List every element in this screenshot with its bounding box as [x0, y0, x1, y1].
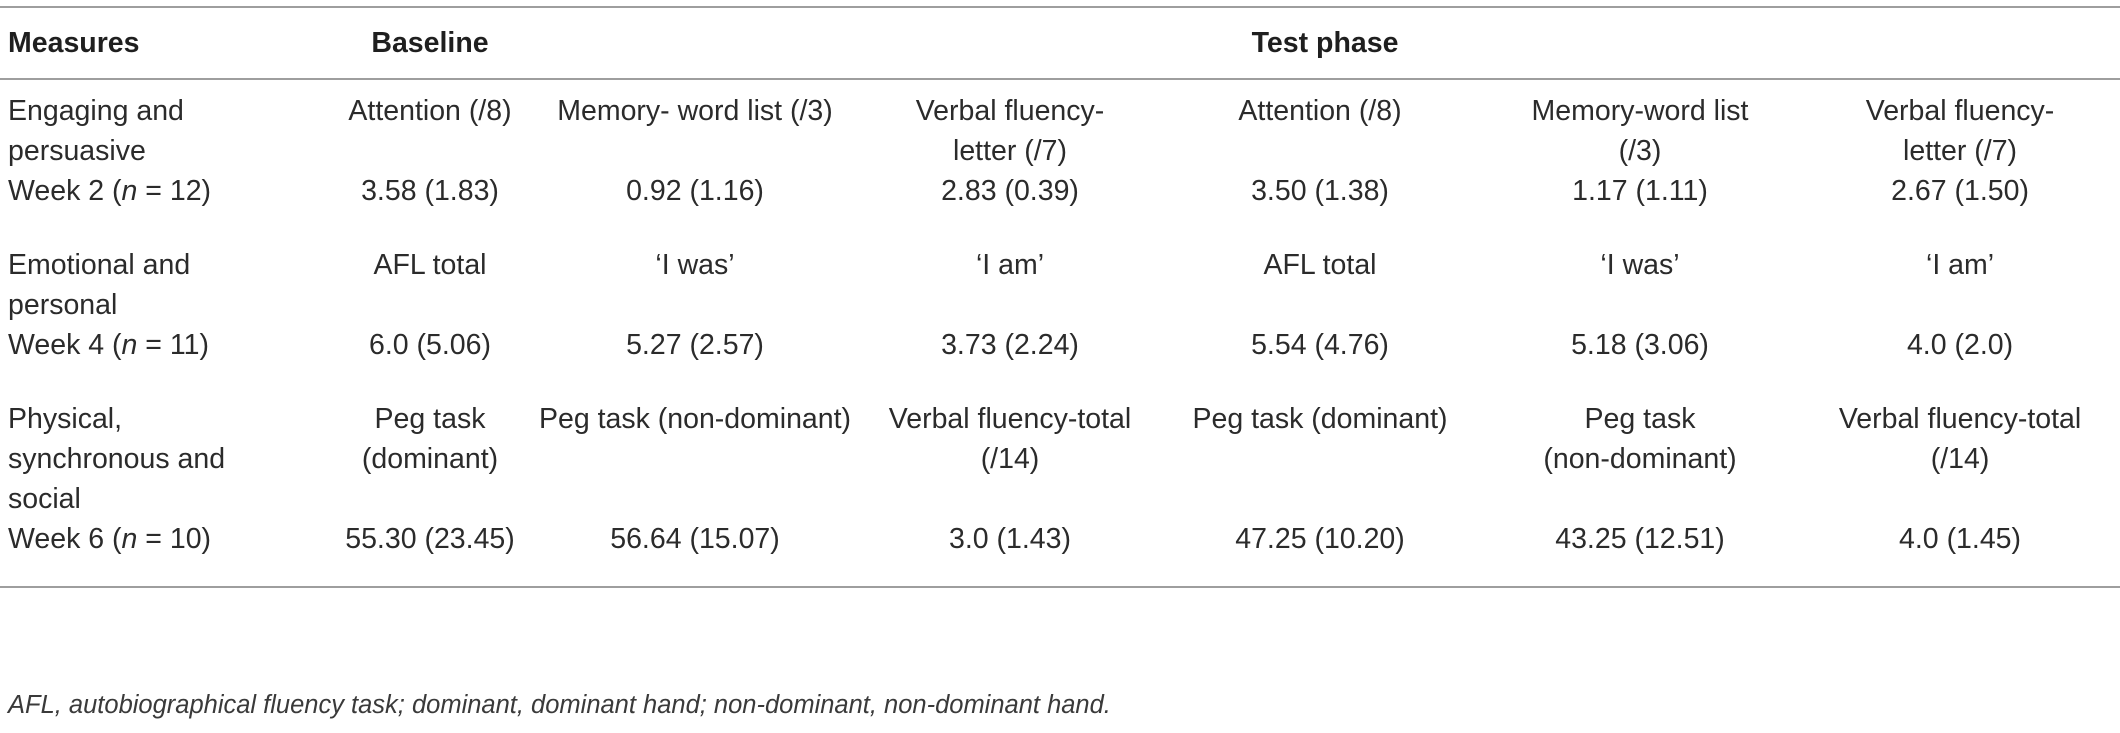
value-cell: 3.0 (1.43): [949, 523, 1071, 555]
measure-name-cell: Peg task (non-dominant): [1480, 399, 1800, 519]
week-label-prefix: Week 2 (: [8, 175, 122, 207]
measure-name-line: letter (/7): [952, 135, 1068, 167]
measure-name-line: ‘I am’: [1925, 249, 1995, 281]
measure-name-cell: Verbal fluency-total (/14): [860, 399, 1160, 519]
week-label-n: n: [121, 329, 138, 361]
header-measures: Measures: [8, 27, 140, 59]
header-baseline: Baseline: [371, 27, 489, 59]
table-row: Week 6 (n = 10) 55.30 (23.45) 56.64 (15.07…: [0, 519, 2120, 587]
value-cell: 2.67 (1.50): [1891, 175, 2029, 207]
week-label-prefix: Week 4 (: [8, 329, 122, 361]
measure-name-cell: Verbal fluency-total (/14): [1800, 399, 2120, 519]
week-label-prefix: Week 6 (: [8, 523, 122, 555]
measure-name-line: Verbal fluency-: [915, 95, 1105, 127]
measure-name-line: Peg task (dominant): [361, 403, 499, 475]
week-label: Week 2 (n = 12): [0, 171, 330, 245]
measure-name-cell: Verbal fluency-letter (/7): [1800, 79, 2120, 171]
condition-label-line: Emotional and: [8, 249, 191, 281]
condition-label-line: persuasive: [8, 135, 146, 167]
value-cell: 0.92 (1.16): [626, 175, 764, 207]
value-cell: 47.25 (10.20): [1235, 523, 1405, 555]
value-cell: 4.0 (1.45): [1899, 523, 2022, 555]
week-label: Week 4 (n = 11): [0, 325, 330, 399]
header-row: Measures Baseline Test phase: [0, 7, 2120, 79]
measure-name-line: Peg task: [1584, 403, 1696, 435]
value-cell: 3.50 (1.38): [1251, 175, 1389, 207]
value-cell: 3.58 (1.83): [361, 175, 499, 207]
value-cell: 2.83 (0.39): [941, 175, 1079, 207]
week-label-n: n: [121, 523, 138, 555]
measure-name-line: (/14): [1930, 443, 1990, 475]
results-table: Measures Baseline Test phase Engaging an…: [0, 6, 2120, 588]
value-cell: 5.18 (3.06): [1571, 329, 1709, 361]
week-label: Week 6 (n = 10): [0, 519, 330, 587]
measure-name-line: Peg task (non-dominant): [538, 403, 852, 435]
condition-label-line: social: [8, 483, 81, 515]
table-row: Week 4 (n = 11) 6.0 (5.06) 5.27 (2.57) 3.73…: [0, 325, 2120, 399]
measure-name-line: AFL total: [373, 249, 487, 281]
measure-name-line: Memory-word list: [1531, 95, 1749, 127]
value-cell: 43.25 (12.51): [1555, 523, 1725, 555]
table-footnote: AFL, autobiographical fluency task; domi…: [8, 691, 1111, 719]
week-label-suffix: = 10): [137, 523, 212, 555]
condition-label: Emotional and personal: [0, 245, 330, 325]
measure-name-cell: ‘I was’: [530, 245, 860, 325]
measure-name-cell: Attention (/8): [1160, 79, 1480, 171]
measure-name-cell: Peg task (dominant): [330, 399, 530, 519]
value-cell: 3.73 (2.24): [941, 329, 1079, 361]
value-cell: 1.17 (1.11): [1572, 175, 1708, 207]
measure-name-line: Attention (/8): [1238, 95, 1402, 127]
measure-name-cell: Peg task (non-dominant): [530, 399, 860, 519]
measure-name-line: AFL total: [1263, 249, 1377, 281]
measure-name-line: ‘I am’: [975, 249, 1045, 281]
week-label-n: n: [121, 175, 138, 207]
value-cell: 55.30 (23.45): [345, 523, 515, 555]
measure-name-cell: Memory- word list (/3): [530, 79, 860, 171]
condition-label-line: personal: [8, 289, 118, 321]
value-cell: 56.64 (15.07): [610, 523, 780, 555]
measure-name-line: Attention (/8): [348, 95, 512, 127]
measure-name-line: ‘I was’: [1600, 249, 1680, 281]
week-label-suffix: = 11): [137, 329, 209, 361]
measure-name-cell: AFL total: [330, 245, 530, 325]
measure-name-line: Verbal fluency-: [1865, 95, 2055, 127]
value-cell: 5.27 (2.57): [626, 329, 764, 361]
table-row: Emotional and personal AFL total ‘I was’ ‘I …: [0, 245, 2120, 325]
measure-name-line: Memory- word list (/3): [557, 95, 833, 127]
condition-label: Engaging and persuasive: [0, 79, 330, 171]
header-test-phase: Test phase: [1251, 27, 1399, 59]
measure-name-line: Peg task (dominant): [1192, 403, 1448, 435]
measure-name-cell: Verbal fluency-letter (/7): [860, 79, 1160, 171]
measure-name-line: Verbal fluency-total: [888, 403, 1132, 435]
value-cell: 5.54 (4.76): [1251, 329, 1389, 361]
table-row: Engaging and persuasive Attention (/8) Memo…: [0, 79, 2120, 171]
condition-label-line: Physical,: [8, 403, 123, 435]
value-cell: 4.0 (2.0): [1906, 329, 2014, 361]
table-row: Physical, synchronous and social Peg task (…: [0, 399, 2120, 519]
measure-name-cell: ‘I was’: [1480, 245, 1800, 325]
condition-label-line: Engaging and: [8, 95, 184, 127]
measure-name-line: (/14): [980, 443, 1040, 475]
measure-name-cell: Attention (/8): [330, 79, 530, 171]
measure-name-cell: Peg task (dominant): [1160, 399, 1480, 519]
measure-name-line: (/3): [1618, 135, 1662, 167]
week-label-suffix: = 12): [137, 175, 212, 207]
measure-name-cell: Memory-word list (/3): [1480, 79, 1800, 171]
table-body: Engaging and persuasive Attention (/8) Memo…: [0, 79, 2120, 587]
condition-label: Physical, synchronous and social: [0, 399, 330, 519]
measure-name-cell: ‘I am’: [860, 245, 1160, 325]
condition-label-line: synchronous and: [8, 443, 226, 475]
measure-name-line: ‘I was’: [655, 249, 735, 281]
value-cell: 6.0 (5.06): [369, 329, 491, 361]
measure-name-line: letter (/7): [1903, 135, 2018, 167]
measure-name-line: Verbal fluency-total: [1838, 403, 2082, 435]
measure-name-cell: AFL total: [1160, 245, 1480, 325]
measure-name-cell: ‘I am’: [1800, 245, 2120, 325]
table-row: Week 2 (n = 12) 3.58 (1.83) 0.92 (1.16) 2.8…: [0, 171, 2120, 245]
measure-name-line: (non-dominant): [1543, 443, 1737, 475]
